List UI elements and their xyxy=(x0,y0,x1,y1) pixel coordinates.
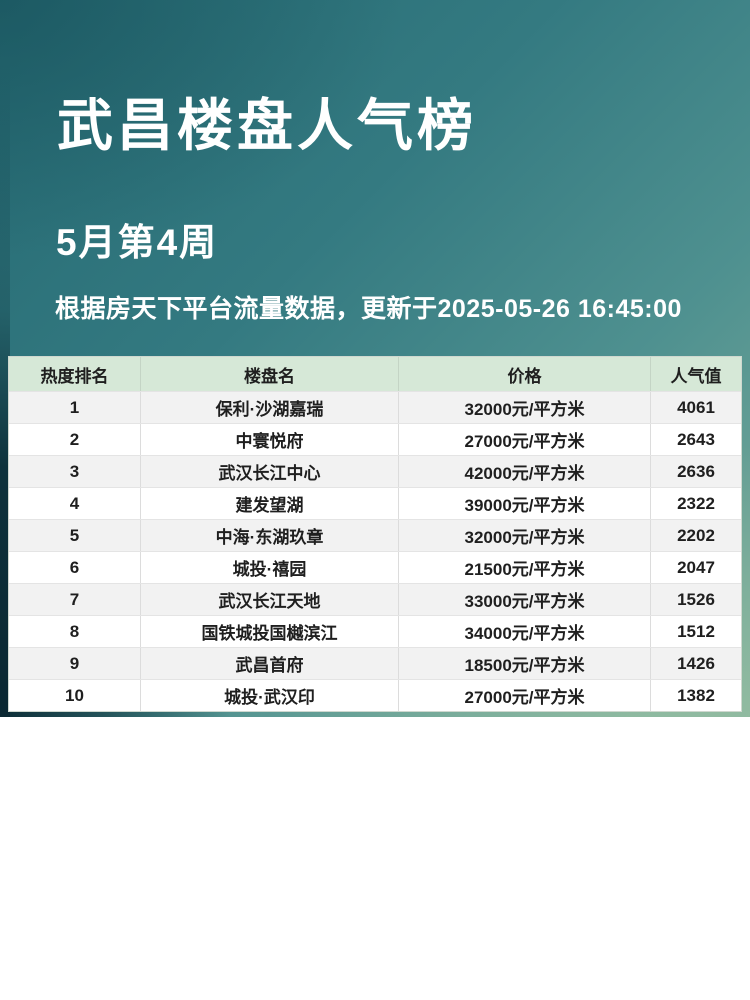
price-cell: 27000元/平方米 xyxy=(398,424,650,455)
column-header-rank: 热度排名 xyxy=(40,366,109,386)
rank-cell: 1 xyxy=(69,397,80,417)
popularity-cell: 4061 xyxy=(650,392,741,423)
popularity-cell: 1526 xyxy=(650,584,741,615)
popularity-cell: 1426 xyxy=(650,648,741,679)
price-cell: 33000元/平方米 xyxy=(398,584,650,615)
rank-cell: 10 xyxy=(65,685,84,705)
table-row: 4 建发望湖 39000元/平方米 2322 xyxy=(9,487,741,519)
name-cell: 中寰悦府 xyxy=(140,424,398,455)
rank-cell: 4 xyxy=(69,493,80,513)
price-cell: 32000元/平方米 xyxy=(398,392,650,423)
period-subtitle: 5月第4周 xyxy=(56,222,219,263)
price-cell: 39000元/平方米 xyxy=(398,488,650,519)
column-header-name: 楼盘名 xyxy=(140,357,398,391)
name-cell: 城投·武汉印 xyxy=(140,680,398,711)
name-cell: 城投·禧园 xyxy=(140,552,398,583)
rank-cell: 2 xyxy=(69,429,80,449)
table-row: 7 武汉长江天地 33000元/平方米 1526 xyxy=(9,583,741,615)
popularity-cell: 2047 xyxy=(650,552,741,583)
table-row: 10 城投·武汉印 27000元/平方米 1382 xyxy=(9,679,741,711)
rank-cell: 8 xyxy=(69,621,80,641)
name-cell: 建发望湖 xyxy=(140,488,398,519)
price-cell: 32000元/平方米 xyxy=(398,520,650,551)
price-cell: 27000元/平方米 xyxy=(398,680,650,711)
rank-cell: 9 xyxy=(69,653,80,673)
popularity-cell: 2643 xyxy=(650,424,741,455)
table-row: 6 城投·禧园 21500元/平方米 2047 xyxy=(9,551,741,583)
rank-cell: 3 xyxy=(69,461,80,481)
table-row: 2 中寰悦府 27000元/平方米 2643 xyxy=(9,423,741,455)
name-cell: 国铁城投国樾滨江 xyxy=(140,616,398,647)
rank-cell: 5 xyxy=(69,525,80,545)
table-row: 8 国铁城投国樾滨江 34000元/平方米 1512 xyxy=(9,615,741,647)
page-title: 武昌楼盘人气榜 xyxy=(57,94,477,157)
name-cell: 保利·沙湖嘉瑞 xyxy=(140,392,398,423)
table-row: 1 保利·沙湖嘉瑞 32000元/平方米 4061 xyxy=(9,391,741,423)
table-header-row: 热度排名 楼盘名 价格 人气值 xyxy=(9,357,741,391)
popularity-cell: 2202 xyxy=(650,520,741,551)
table-row: 5 中海·东湖玖章 32000元/平方米 2202 xyxy=(9,519,741,551)
name-cell: 武昌首府 xyxy=(140,648,398,679)
data-source-note: 根据房天下平台流量数据，更新于2025-05-26 16:45:00 xyxy=(55,295,682,323)
rank-cell: 6 xyxy=(69,557,80,577)
popularity-cell: 1382 xyxy=(650,680,741,711)
rank-cell: 7 xyxy=(69,589,80,609)
table-row: 9 武昌首府 18500元/平方米 1426 xyxy=(9,647,741,679)
name-cell: 武汉长江天地 xyxy=(140,584,398,615)
price-cell: 42000元/平方米 xyxy=(398,456,650,487)
name-cell: 中海·东湖玖章 xyxy=(140,520,398,551)
table-row: 3 武汉长江中心 42000元/平方米 2636 xyxy=(9,455,741,487)
left-edge-foliage-texture xyxy=(0,60,10,717)
table-body: 1 保利·沙湖嘉瑞 32000元/平方米 4061 2 中寰悦府 27000元/平方米 264… xyxy=(9,391,741,711)
popularity-cell: 2322 xyxy=(650,488,741,519)
column-header-price: 价格 xyxy=(398,357,650,391)
price-cell: 34000元/平方米 xyxy=(398,616,650,647)
price-cell: 21500元/平方米 xyxy=(398,552,650,583)
popularity-cell: 1512 xyxy=(650,616,741,647)
popularity-cell: 2636 xyxy=(650,456,741,487)
ranking-table: 热度排名 楼盘名 价格 人气值 1 保利·沙湖嘉瑞 32000元/平方米 4061 2 中… xyxy=(8,356,742,712)
price-cell: 18500元/平方米 xyxy=(398,648,650,679)
name-cell: 武汉长江中心 xyxy=(140,456,398,487)
column-header-popularity: 人气值 xyxy=(650,357,741,391)
